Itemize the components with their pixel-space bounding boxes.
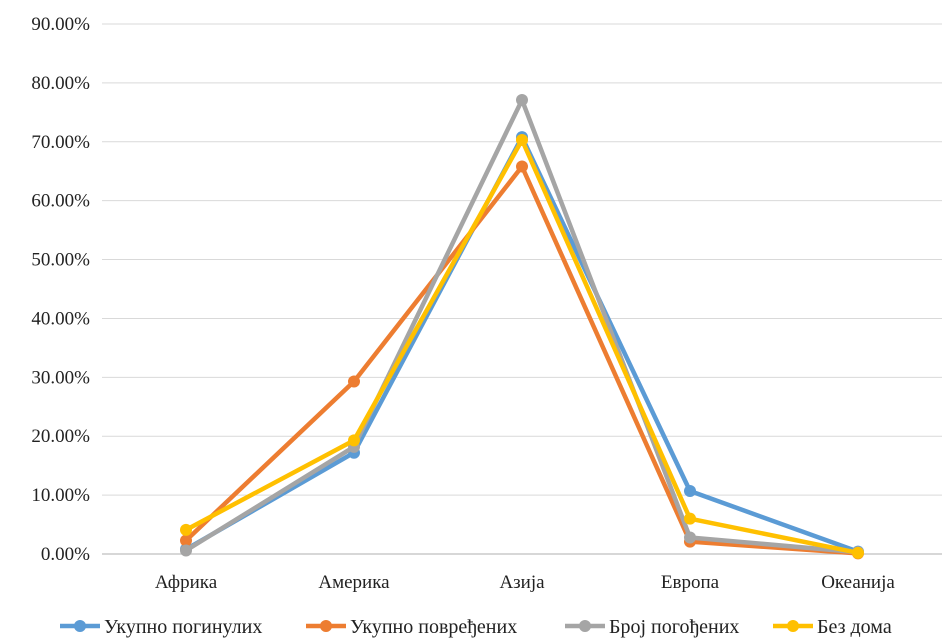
gridlines: [102, 23, 942, 555]
y-tick-label: 40.00%: [31, 308, 90, 329]
y-tick-label: 20.00%: [31, 426, 90, 447]
legend-label: Број погођених: [609, 616, 739, 638]
series-lines: [180, 93, 864, 560]
legend-label: Укупно повређених: [350, 616, 517, 638]
legend-item: Укупно повређених: [306, 616, 517, 638]
y-axis-tick-labels: 0.00% 10.00% 20.00% 30.00% 40.00% 50.00% 60.00…: [31, 14, 90, 565]
x-tick-label: Океанија: [821, 572, 895, 593]
x-axis-tick-labels: Африка Америка Азија Европа Океанија: [155, 572, 896, 593]
y-tick-label: 90.00%: [31, 14, 90, 35]
legend-marker: [579, 620, 591, 632]
legend-item: Без дома: [773, 616, 892, 638]
legend: Укупно погинулих Укупно повређених Број по…: [60, 616, 892, 638]
x-tick-label: Африка: [155, 572, 218, 593]
data-point: [516, 160, 528, 173]
legend-item: Број погођених: [565, 616, 739, 638]
legend-marker: [74, 620, 86, 632]
y-tick-label: 10.00%: [31, 485, 90, 506]
data-point: [684, 531, 696, 544]
x-tick-label: Азија: [499, 572, 545, 593]
series: [180, 134, 864, 559]
y-tick-label: 80.00%: [31, 73, 90, 94]
data-point: [684, 484, 696, 497]
legend-label: Без дома: [817, 616, 892, 638]
data-point: [852, 546, 864, 559]
data-point: [180, 544, 192, 557]
data-point: [516, 134, 528, 147]
y-tick-label: 30.00%: [31, 367, 90, 388]
data-point: [180, 534, 192, 547]
data-point: [684, 512, 696, 525]
legend-marker: [787, 620, 799, 632]
data-point: [516, 93, 528, 106]
y-tick-label: 50.00%: [31, 250, 90, 271]
data-point: [348, 434, 360, 447]
data-point: [348, 375, 360, 388]
series: [180, 160, 864, 560]
x-tick-label: Америка: [318, 572, 390, 593]
y-tick-label: 70.00%: [31, 132, 90, 153]
y-tick-label: 0.00%: [41, 544, 90, 565]
data-point: [180, 523, 192, 536]
x-tick-label: Европа: [661, 572, 720, 593]
legend-label: Укупно погинулих: [104, 616, 262, 638]
y-tick-label: 60.00%: [31, 191, 90, 212]
series: [180, 131, 864, 558]
legend-item: Укупно погинулих: [60, 616, 262, 638]
legend-marker: [320, 620, 332, 632]
